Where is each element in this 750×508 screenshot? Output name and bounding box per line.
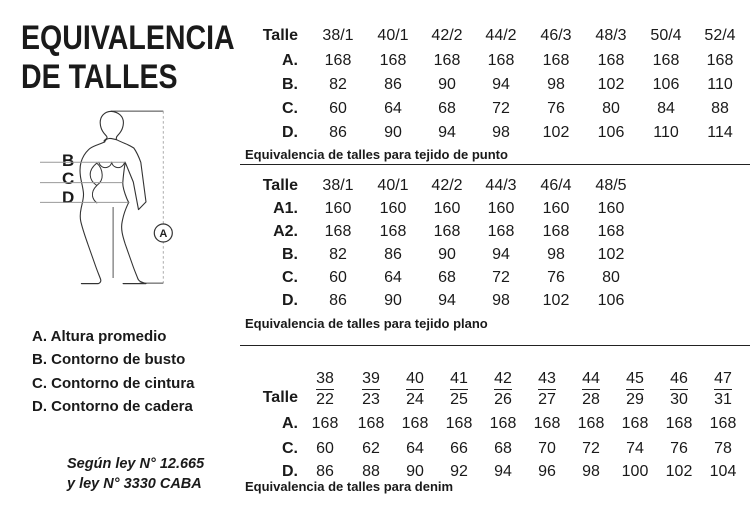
- svg-text:A: A: [159, 228, 167, 240]
